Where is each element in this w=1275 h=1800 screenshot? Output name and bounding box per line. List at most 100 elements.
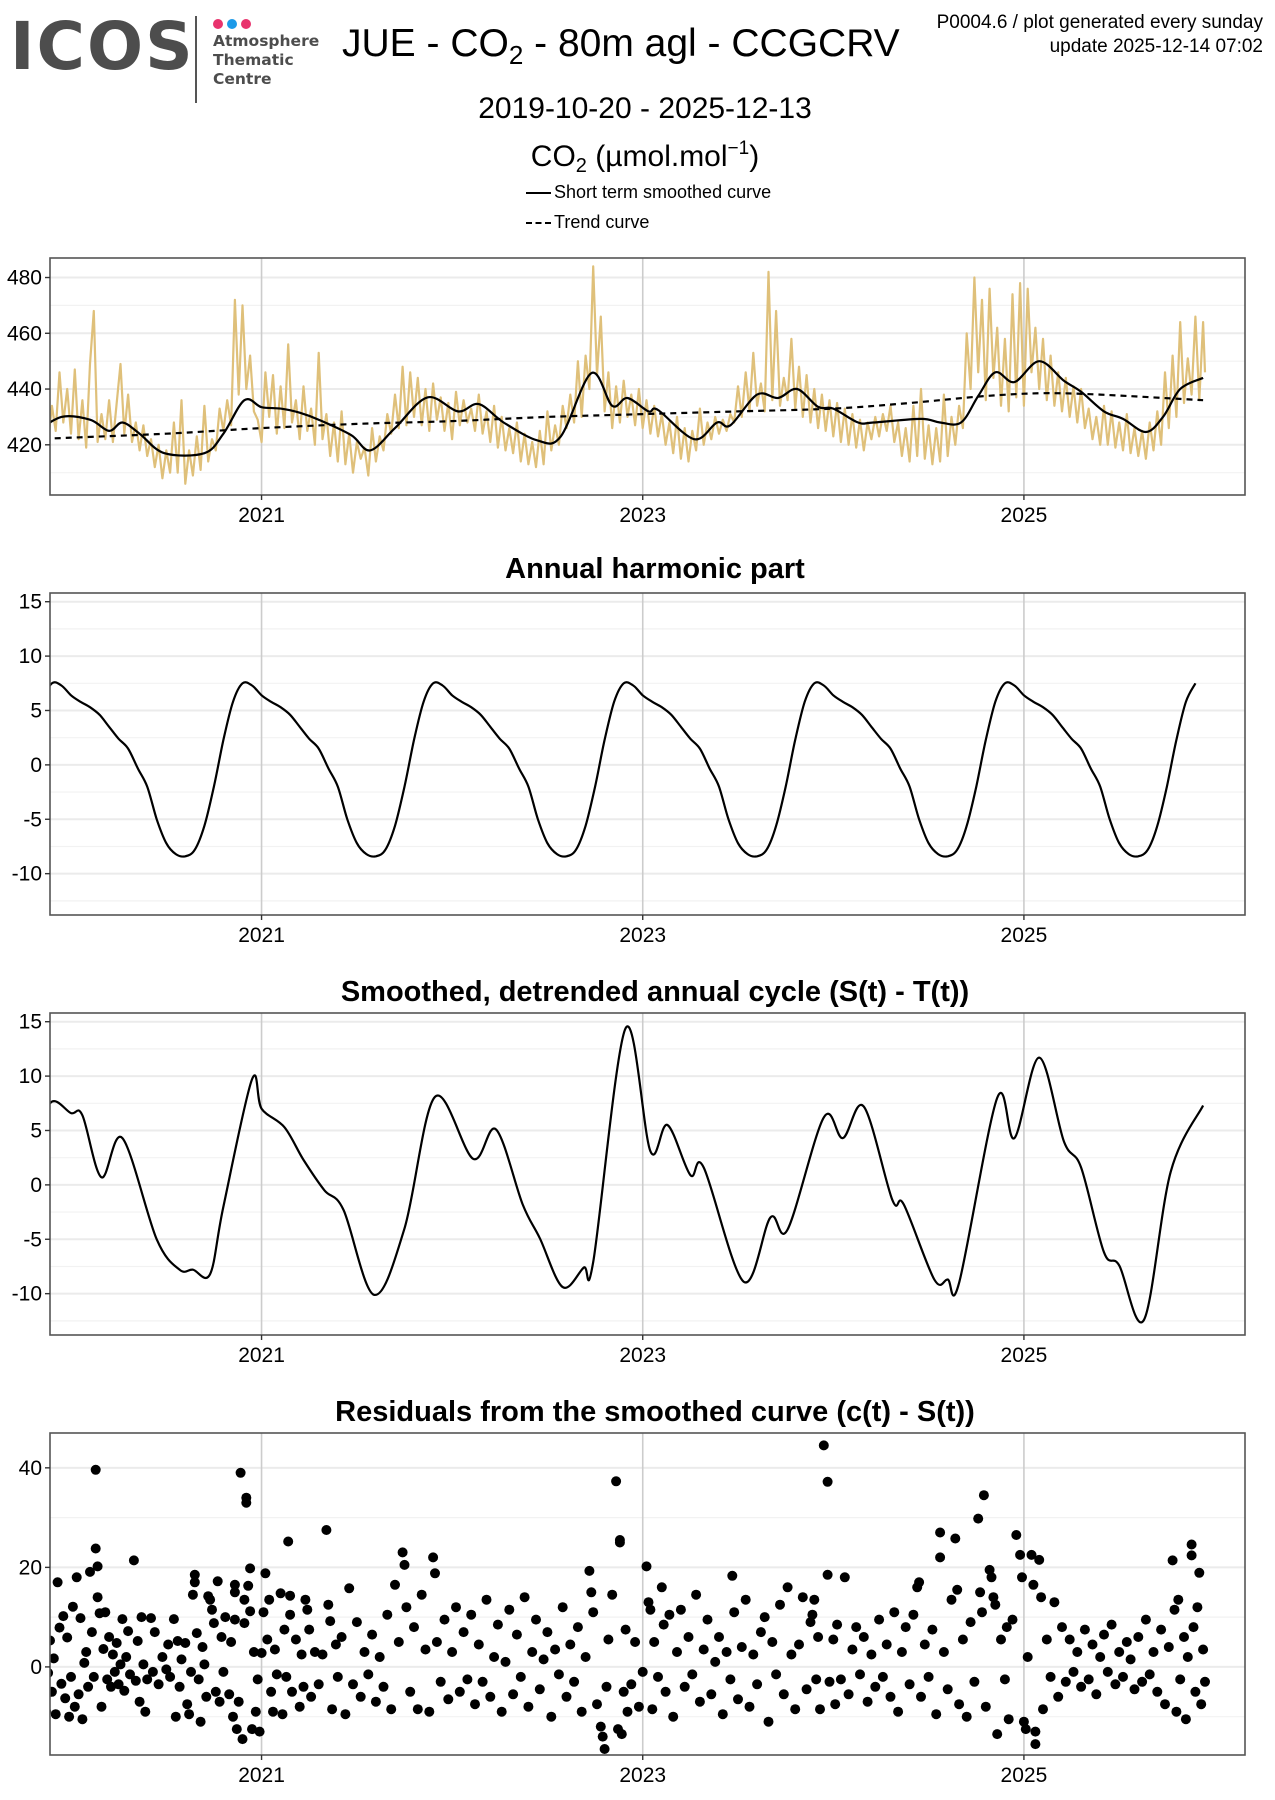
- y-tick-label: 440: [7, 378, 42, 401]
- y-tick-label: 10: [19, 645, 42, 668]
- residual-point: [866, 1649, 877, 1660]
- residual-point: [1186, 1539, 1197, 1550]
- residual-point: [104, 1632, 115, 1642]
- residual-point: [561, 1691, 572, 1702]
- residual-point: [616, 1729, 627, 1740]
- residual-point: [759, 1612, 770, 1623]
- residual-point: [1118, 1671, 1128, 1682]
- residual-point: [125, 1669, 135, 1680]
- residual-point: [569, 1676, 580, 1687]
- residual-point: [1041, 1634, 1052, 1645]
- residual-point: [176, 1654, 187, 1665]
- residual-point: [435, 1676, 446, 1687]
- unit-suffix: ): [749, 140, 760, 173]
- residual-point: [1171, 1706, 1182, 1717]
- solid-line-swatch-icon: [526, 191, 551, 194]
- residual-point: [109, 1666, 120, 1677]
- residual-point: [466, 1609, 477, 1620]
- residual-point: [727, 1570, 738, 1581]
- residual-point: [285, 1609, 296, 1620]
- residual-point: [797, 1592, 808, 1603]
- residual-point: [229, 1579, 240, 1590]
- residual-point: [1192, 1602, 1203, 1613]
- residual-point: [212, 1576, 223, 1587]
- residual-point: [599, 1744, 610, 1754]
- residual-point: [679, 1681, 690, 1692]
- residual-point: [786, 1649, 797, 1660]
- residual-point: [531, 1614, 541, 1625]
- residual-point: [664, 1609, 675, 1620]
- residual-point: [332, 1671, 343, 1682]
- y-tick-label: 460: [7, 322, 42, 345]
- residual-point: [874, 1614, 885, 1625]
- residual-point: [1169, 1604, 1180, 1615]
- residual-point: [90, 1464, 101, 1475]
- residual-point: [287, 1686, 297, 1697]
- residual-point: [763, 1716, 774, 1727]
- residual-point: [75, 1613, 86, 1624]
- residual-point: [942, 1684, 953, 1695]
- residual-point: [113, 1679, 124, 1690]
- residual-point: [201, 1691, 212, 1702]
- residual-point: [168, 1614, 179, 1625]
- residual-point: [233, 1696, 244, 1707]
- residual-point: [885, 1691, 896, 1702]
- residual-point: [1144, 1669, 1155, 1680]
- residual-point: [138, 1659, 149, 1670]
- residual-point: [755, 1627, 766, 1638]
- residual-point: [214, 1696, 225, 1707]
- residual-point: [462, 1674, 473, 1685]
- residual-point: [30, 1544, 40, 1554]
- residual-point: [121, 1652, 132, 1662]
- residual-point: [473, 1639, 484, 1650]
- residual-point: [496, 1706, 507, 1717]
- residual-point: [147, 1666, 158, 1677]
- y-tick-label: 10: [19, 1065, 42, 1088]
- residual-point: [374, 1652, 385, 1662]
- residual-point: [447, 1647, 458, 1657]
- residual-point: [877, 1671, 888, 1682]
- residual-point: [1045, 1671, 1056, 1682]
- residual-point: [161, 1664, 172, 1675]
- residual-point: [1036, 1592, 1047, 1603]
- residual-point: [782, 1582, 793, 1593]
- residual-point: [231, 1724, 242, 1735]
- residual-point: [172, 1636, 183, 1646]
- residual-point: [424, 1706, 435, 1717]
- residual-point: [1106, 1619, 1117, 1630]
- residual-point: [858, 1632, 869, 1642]
- residual-point: [268, 1706, 278, 1717]
- residual-point: [296, 1649, 307, 1660]
- residual-point: [630, 1637, 641, 1647]
- residual-point: [824, 1676, 835, 1687]
- residual-point: [298, 1681, 309, 1692]
- residual-point: [614, 1537, 625, 1548]
- residual-point: [98, 1644, 109, 1654]
- x-tick-label: 2023: [619, 924, 666, 947]
- x-tick-label: 2021: [238, 1764, 285, 1787]
- residual-point: [1160, 1699, 1170, 1710]
- residual-point: [92, 1592, 103, 1603]
- panel-border: [49, 1012, 1246, 1336]
- legend-item-smoothed: Short term smoothed curve: [526, 182, 771, 203]
- residual-point: [576, 1706, 587, 1717]
- residual-point: [247, 1724, 257, 1735]
- residual-point: [683, 1632, 694, 1642]
- residual-point: [235, 1467, 246, 1478]
- residual-point: [1180, 1714, 1191, 1725]
- residual-point: [660, 1686, 671, 1697]
- y-tick-label: 0: [30, 1174, 42, 1197]
- residual-point: [370, 1696, 381, 1707]
- residual-point: [557, 1602, 568, 1613]
- residual-point: [961, 1711, 972, 1722]
- residual-point: [218, 1666, 229, 1677]
- residual-point: [216, 1632, 227, 1642]
- residual-point: [397, 1547, 408, 1558]
- residual-point: [771, 1669, 782, 1680]
- residual-point: [193, 1674, 204, 1685]
- residual-point: [1121, 1637, 1132, 1647]
- x-tick-label: 2023: [619, 1764, 666, 1787]
- logo-subtitle-line-2: Thematic: [213, 51, 294, 69]
- residual-point: [66, 1671, 76, 1682]
- residual-point: [492, 1619, 503, 1630]
